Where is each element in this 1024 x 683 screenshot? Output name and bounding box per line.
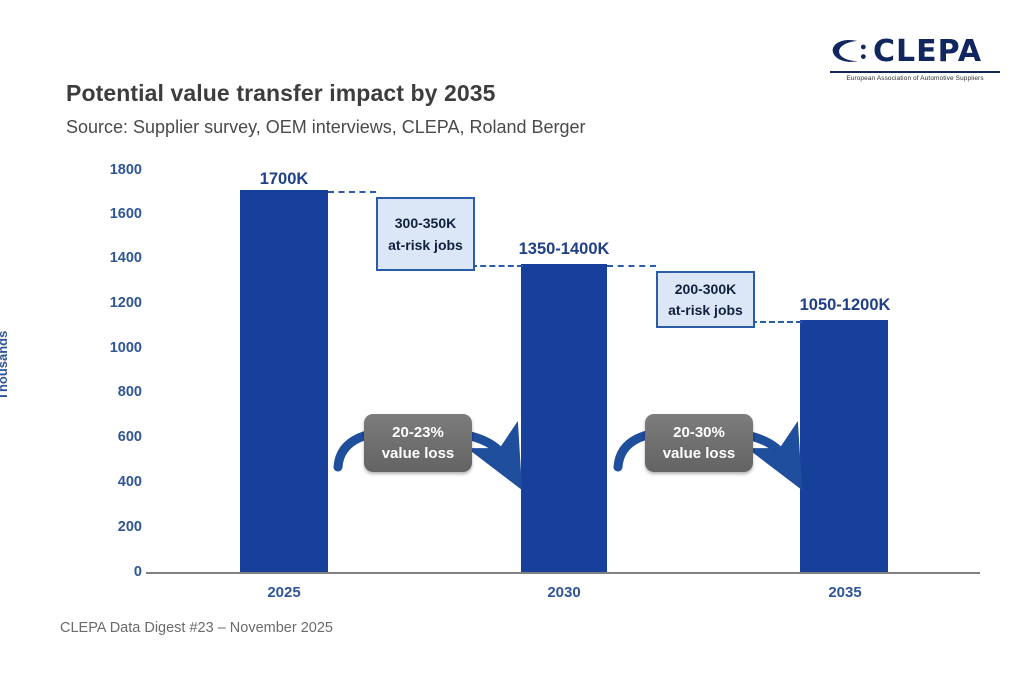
logo-wordmark: CLEPA: [873, 34, 983, 69]
y-tick: 1600: [109, 206, 142, 222]
x-tick-2035: 2035: [828, 584, 862, 601]
bar-value-label-2035: 1050-1200K: [799, 296, 891, 314]
loss-box-2030-2035: 20-30% value loss: [645, 414, 753, 472]
loss-line-2: value loss: [662, 445, 736, 462]
loss-line-1: 20-23%: [392, 423, 444, 441]
callout-line-2: at-risk jobs: [668, 302, 743, 318]
y-tick: 1800: [109, 162, 142, 178]
leader-line-2030-to-callout: [607, 265, 656, 267]
y-tick: 1000: [109, 340, 142, 356]
y-tick: 1200: [109, 295, 142, 311]
callout-line-1: 200-300K: [674, 280, 737, 297]
logo-divider: [830, 71, 1000, 73]
bar-2025: [240, 190, 328, 572]
leader-line-callout-to-2035: [751, 321, 802, 323]
loss-line-1: 20-30%: [673, 423, 725, 441]
y-tick: 200: [117, 519, 142, 535]
callout-at-risk-jobs-2025-2030: 300-350K at-risk jobs: [376, 197, 475, 271]
loss-line-2: value loss: [381, 445, 455, 462]
y-axis-ticks: 0 200 400 600 800 1000 1200 1400 1600 18…: [70, 0, 142, 683]
x-tick-2030: 2030: [547, 584, 581, 601]
leader-line-2025-to-callout: [328, 191, 376, 193]
source-line: Source: Supplier survey, OEM interviews,…: [66, 117, 586, 137]
bar-2035: [800, 320, 888, 572]
y-axis-title: Thousands: [0, 330, 10, 400]
logo-row: CLEPA: [830, 34, 1000, 70]
bar-2030: [521, 264, 607, 572]
y-tick: 0: [133, 564, 142, 580]
y-tick: 400: [117, 474, 142, 490]
bar-value-label-2030: 1350-1400K: [518, 240, 610, 258]
y-tick: 600: [117, 429, 142, 445]
clepa-swoosh-icon: [832, 39, 866, 62]
footer-caption: CLEPA Data Digest #23 – November 2025: [60, 620, 333, 636]
callout-line-2: at-risk jobs: [388, 236, 463, 253]
y-tick: 800: [117, 384, 142, 400]
leader-line-callout-to-2030: [471, 265, 523, 267]
callout-line-1: 300-350K: [394, 215, 457, 232]
loss-box-2025-2030: 20-23% value loss: [364, 414, 472, 472]
callout-at-risk-jobs-2030-2035: 200-300K at-risk jobs: [656, 271, 755, 328]
x-tick-2025: 2025: [267, 584, 301, 601]
bar-value-label-2025: 1700K: [259, 170, 309, 188]
clepa-logo: CLEPA European Association of Automotive…: [830, 34, 1000, 86]
logo-tagline: European Association of Automotive Suppl…: [846, 75, 984, 82]
x-axis-line: [146, 572, 980, 574]
page-title: Potential value transfer impact by 2035: [66, 80, 496, 106]
y-tick: 1400: [109, 250, 142, 266]
